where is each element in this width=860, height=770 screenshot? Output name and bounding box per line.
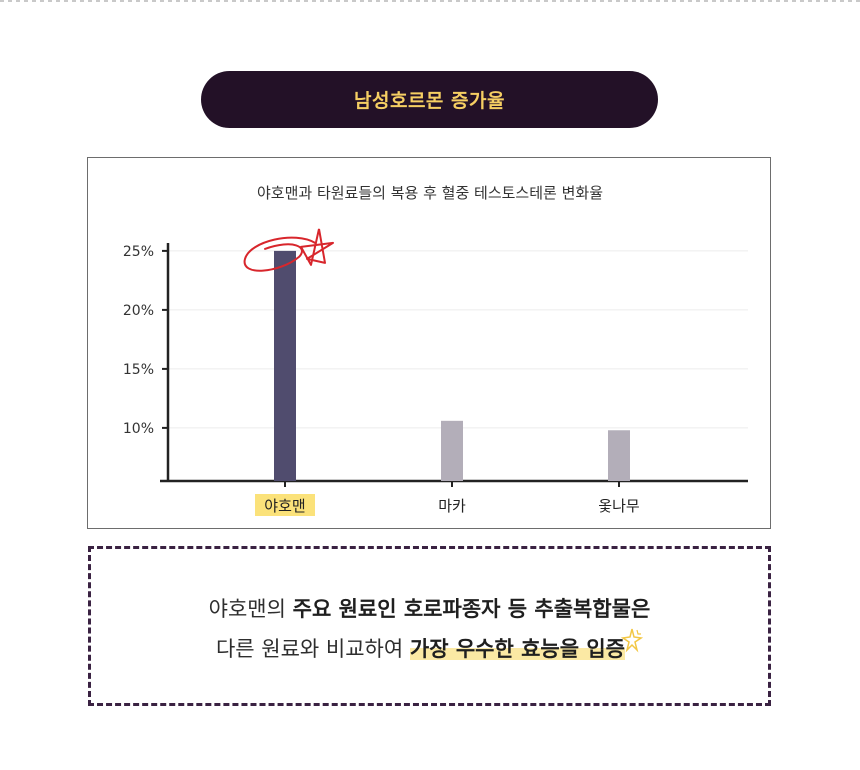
summary-line-2-highlight: 가장 우수한 효능을 입증	[409, 637, 626, 661]
y-tick-label: 25%	[123, 244, 154, 260]
chart-title: 야호맨과 타원료들의 복용 후 혈중 테스토스테론 변화율	[257, 184, 603, 202]
x-tick-label-1: 야호맨	[264, 497, 305, 515]
summary-line-2-plain: 다른 원료와 비교하여	[215, 637, 410, 661]
summary-line-1-plain: 야호맨의	[208, 597, 293, 621]
scribble-star	[300, 228, 334, 266]
bar-3	[608, 430, 630, 481]
x-tick-label-3: 옻나무	[598, 497, 640, 515]
chart-panel: 야호맨과 타원료들의 복용 후 혈중 테스토스테론 변화율 25% 20% 15% 10…	[87, 157, 771, 529]
summary-line-1-bold: 주요 원료인 호로파종자 등 추출복합물은	[292, 597, 651, 621]
x-label-highlight	[255, 494, 315, 516]
y-tick-label: 15%	[123, 362, 154, 378]
section-title-badge: 남성호르몬 증가율	[201, 71, 658, 128]
bar-2	[441, 420, 463, 481]
summary-line-1: 야호맨의 주요 원료인 호로파종자 등 추출복합물은	[91, 593, 768, 623]
sparkle-icon	[620, 627, 644, 658]
summary-line-2: 다른 원료와 비교하여 가장 우수한 효능을 입증	[91, 628, 768, 663]
scribble-circle	[243, 236, 316, 272]
y-tick-label: 20%	[123, 303, 154, 319]
top-divider	[0, 0, 860, 2]
section-title: 남성호르몬 증가율	[354, 90, 505, 112]
x-tick-label-2: 마카	[438, 497, 466, 515]
summary-box: 야호맨의 주요 원료인 호로파종자 등 추출복합물은 다른 원료와 비교하여 가…	[88, 546, 771, 706]
bar-chart: 야호맨과 타원료들의 복용 후 혈중 테스토스테론 변화율 25% 20% 15% 10…	[123, 184, 748, 516]
bar-1	[274, 250, 296, 481]
y-tick-label: 10%	[123, 421, 154, 437]
